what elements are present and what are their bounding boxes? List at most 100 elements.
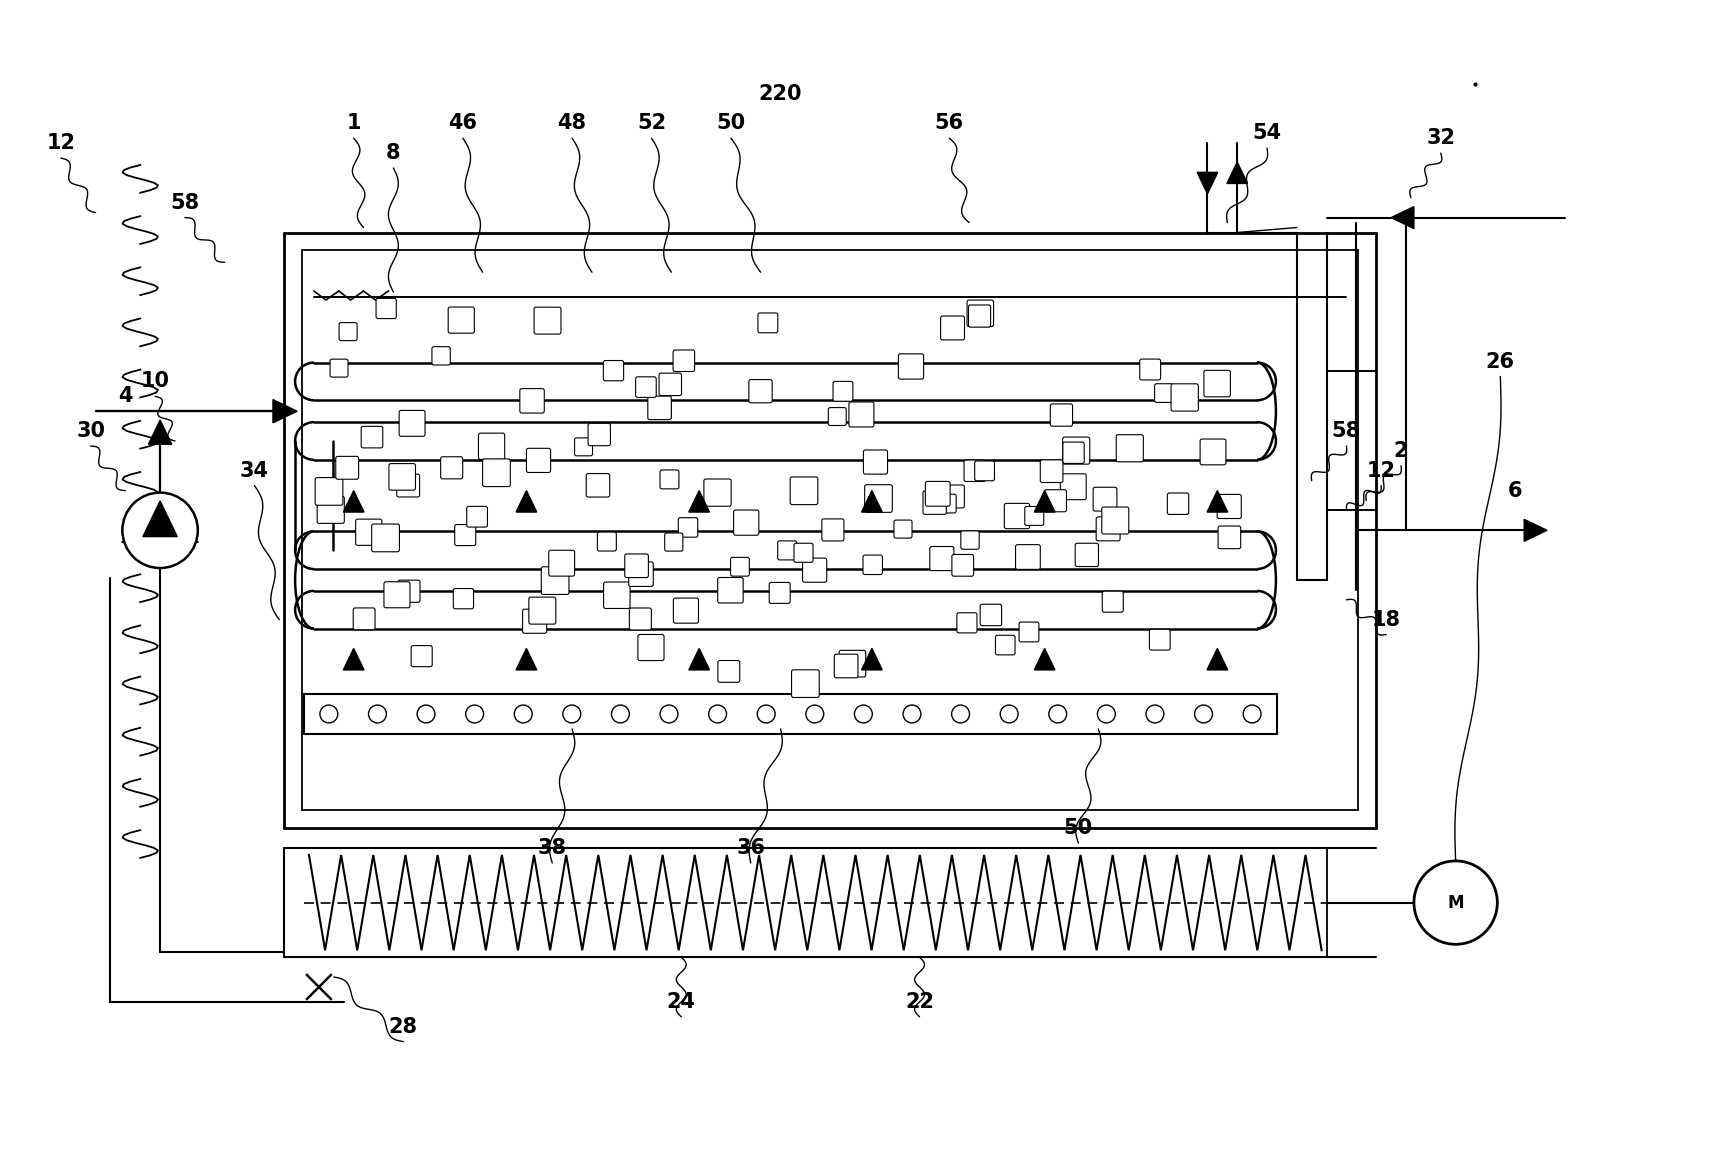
- Polygon shape: [1034, 649, 1054, 670]
- FancyBboxPatch shape: [718, 577, 744, 603]
- FancyBboxPatch shape: [926, 482, 950, 506]
- Polygon shape: [1524, 520, 1548, 542]
- Circle shape: [1243, 705, 1262, 723]
- Text: M: M: [1447, 894, 1464, 912]
- FancyBboxPatch shape: [483, 459, 511, 486]
- FancyBboxPatch shape: [317, 497, 345, 523]
- FancyBboxPatch shape: [1140, 359, 1160, 380]
- FancyBboxPatch shape: [665, 532, 682, 551]
- Circle shape: [1049, 705, 1066, 723]
- FancyBboxPatch shape: [542, 567, 569, 595]
- FancyBboxPatch shape: [660, 470, 679, 489]
- FancyBboxPatch shape: [603, 582, 631, 608]
- Circle shape: [1001, 705, 1018, 723]
- FancyBboxPatch shape: [396, 474, 420, 497]
- Text: 8: 8: [386, 143, 401, 163]
- Text: 10: 10: [141, 371, 170, 391]
- Polygon shape: [1196, 172, 1217, 194]
- FancyBboxPatch shape: [638, 635, 663, 660]
- FancyBboxPatch shape: [452, 589, 473, 608]
- FancyBboxPatch shape: [411, 645, 432, 667]
- Text: 26: 26: [1486, 352, 1515, 371]
- FancyBboxPatch shape: [790, 477, 818, 505]
- FancyBboxPatch shape: [629, 608, 651, 630]
- FancyBboxPatch shape: [535, 307, 560, 334]
- FancyBboxPatch shape: [1167, 493, 1190, 514]
- FancyBboxPatch shape: [895, 520, 912, 538]
- FancyBboxPatch shape: [924, 491, 946, 514]
- Polygon shape: [689, 649, 710, 670]
- FancyBboxPatch shape: [951, 554, 974, 576]
- FancyBboxPatch shape: [519, 389, 545, 413]
- Polygon shape: [149, 420, 171, 444]
- FancyBboxPatch shape: [1094, 488, 1118, 511]
- Text: 48: 48: [557, 114, 586, 133]
- FancyBboxPatch shape: [962, 531, 979, 550]
- FancyBboxPatch shape: [938, 494, 956, 513]
- FancyBboxPatch shape: [956, 613, 977, 633]
- FancyBboxPatch shape: [526, 448, 550, 473]
- Text: 18: 18: [1371, 610, 1400, 630]
- FancyBboxPatch shape: [315, 477, 343, 505]
- FancyBboxPatch shape: [574, 438, 593, 455]
- FancyBboxPatch shape: [1155, 384, 1174, 402]
- FancyBboxPatch shape: [862, 555, 883, 575]
- Polygon shape: [1034, 491, 1054, 512]
- Polygon shape: [862, 649, 883, 670]
- FancyBboxPatch shape: [1097, 516, 1121, 540]
- FancyBboxPatch shape: [375, 298, 396, 319]
- FancyBboxPatch shape: [1020, 622, 1039, 642]
- Circle shape: [514, 705, 531, 723]
- FancyBboxPatch shape: [598, 532, 617, 551]
- Polygon shape: [1392, 207, 1414, 229]
- FancyBboxPatch shape: [941, 316, 965, 340]
- Text: 38: 38: [538, 838, 567, 858]
- Text: 34: 34: [240, 461, 269, 481]
- Circle shape: [1414, 861, 1498, 944]
- FancyBboxPatch shape: [996, 635, 1015, 654]
- FancyBboxPatch shape: [626, 554, 648, 577]
- FancyBboxPatch shape: [679, 518, 698, 537]
- FancyBboxPatch shape: [898, 354, 924, 380]
- FancyBboxPatch shape: [648, 396, 672, 420]
- FancyBboxPatch shape: [1044, 490, 1066, 512]
- FancyBboxPatch shape: [963, 460, 986, 482]
- FancyBboxPatch shape: [1150, 629, 1171, 650]
- Circle shape: [1147, 705, 1164, 723]
- Circle shape: [855, 705, 872, 723]
- Circle shape: [466, 705, 483, 723]
- Polygon shape: [1207, 649, 1227, 670]
- FancyBboxPatch shape: [478, 434, 504, 459]
- Polygon shape: [689, 491, 710, 512]
- FancyBboxPatch shape: [1051, 404, 1073, 427]
- Text: 30: 30: [75, 421, 105, 442]
- Circle shape: [369, 705, 386, 723]
- FancyBboxPatch shape: [398, 580, 420, 603]
- Text: 220: 220: [759, 84, 802, 103]
- FancyBboxPatch shape: [828, 407, 847, 426]
- Polygon shape: [273, 399, 297, 423]
- Circle shape: [612, 705, 629, 723]
- FancyBboxPatch shape: [833, 382, 854, 401]
- Text: 56: 56: [934, 114, 963, 133]
- FancyBboxPatch shape: [778, 540, 797, 560]
- FancyBboxPatch shape: [835, 654, 859, 677]
- FancyBboxPatch shape: [331, 359, 348, 377]
- FancyBboxPatch shape: [387, 582, 408, 603]
- FancyBboxPatch shape: [758, 313, 778, 332]
- Text: 28: 28: [389, 1017, 418, 1036]
- Text: 54: 54: [1253, 123, 1282, 144]
- Text: 50: 50: [1064, 818, 1094, 838]
- FancyBboxPatch shape: [651, 399, 672, 419]
- FancyBboxPatch shape: [336, 457, 358, 480]
- Text: 6: 6: [1508, 481, 1522, 500]
- FancyBboxPatch shape: [864, 450, 888, 474]
- FancyBboxPatch shape: [848, 402, 874, 427]
- FancyBboxPatch shape: [339, 323, 357, 340]
- Polygon shape: [142, 501, 177, 537]
- FancyBboxPatch shape: [586, 474, 610, 497]
- FancyBboxPatch shape: [523, 610, 547, 634]
- FancyBboxPatch shape: [447, 307, 475, 334]
- FancyBboxPatch shape: [1040, 460, 1063, 483]
- Text: 4: 4: [118, 386, 132, 406]
